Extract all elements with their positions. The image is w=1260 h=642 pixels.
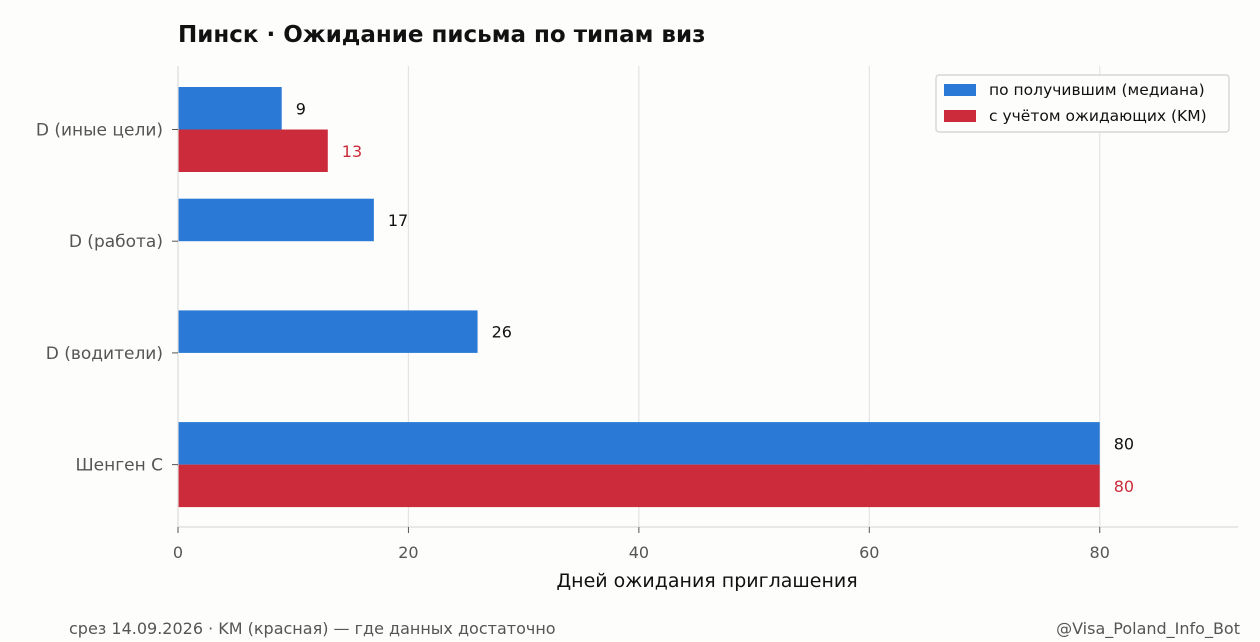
x-tick-label: 40	[629, 543, 649, 562]
bar	[178, 310, 478, 353]
bar	[178, 87, 282, 130]
x-tick-label: 0	[173, 543, 183, 562]
y-tick-label: D (работа)	[69, 232, 163, 252]
bar	[178, 198, 374, 242]
chart-title: Пинск · Ожидание письма по типам виз	[178, 22, 705, 48]
footer-credit: @Visa_Poland_Info_Bot	[1056, 619, 1240, 638]
data-label: 17	[388, 211, 408, 230]
bar	[178, 129, 328, 172]
bars-group: 9 13 17 26 80 80	[178, 87, 1134, 508]
data-label: 13	[342, 142, 362, 161]
data-label: 26	[492, 323, 512, 342]
data-label: 9	[296, 99, 306, 118]
x-tick-label: 80	[1090, 543, 1110, 562]
footer-note: срез 14.09.2026 · KM (красная) — где дан…	[69, 619, 556, 638]
axes-group: 0 20 40 60 80 D (иные цели) D (работа) D (водит…	[36, 66, 1238, 562]
x-tick-label: 20	[398, 543, 418, 562]
legend: по получившим (медиана) с учётом ожидающи…	[935, 74, 1230, 133]
legend-box	[935, 74, 1230, 133]
legend-swatch	[944, 110, 976, 122]
legend-label: с учётом ожидающих (KM)	[989, 107, 1207, 125]
bar	[178, 464, 1100, 508]
y-tick-label: D (иные цели)	[36, 121, 163, 141]
y-tick-label: Шенген C	[75, 456, 163, 476]
bar	[178, 422, 1100, 465]
legend-swatch	[944, 84, 976, 96]
data-label: 80	[1114, 434, 1134, 453]
x-axis-label: Дней ожидания приглашения	[556, 570, 857, 592]
legend-label: по получившим (медиана)	[989, 81, 1205, 99]
data-label: 80	[1114, 477, 1134, 496]
y-tick-label: D (водители)	[46, 344, 163, 364]
x-tick-label: 60	[859, 543, 879, 562]
